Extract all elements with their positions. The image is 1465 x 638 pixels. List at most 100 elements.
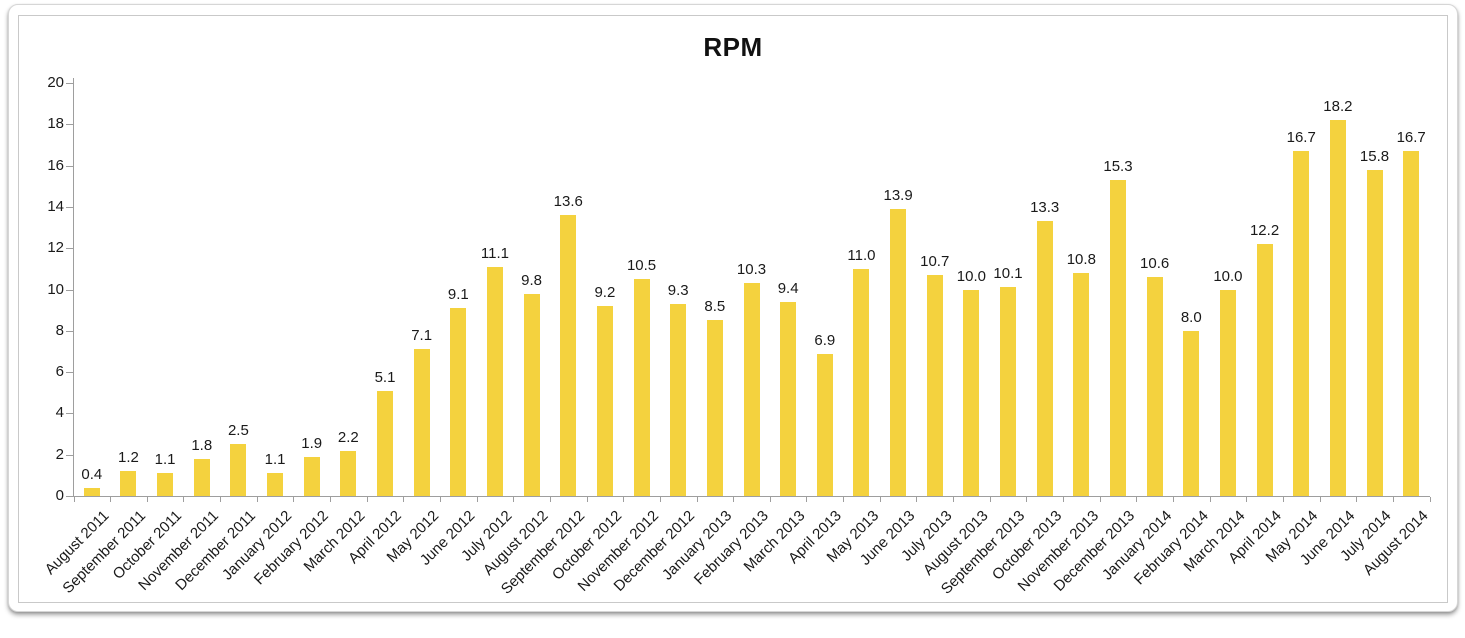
bar-value-label: 9.2	[594, 284, 616, 302]
x-axis-tick	[146, 497, 148, 502]
y-axis-tick	[66, 124, 74, 126]
bar	[890, 208, 907, 496]
x-axis-tick	[220, 497, 222, 502]
x-axis-tick	[476, 497, 478, 502]
x-axis-tick	[843, 497, 845, 502]
x-axis-tick	[1356, 497, 1358, 502]
bar	[413, 349, 430, 496]
y-axis-tick-label: 12	[47, 239, 64, 257]
x-axis-tick	[1172, 497, 1174, 502]
bar-value-label: 10.0	[956, 267, 986, 285]
x-axis-tick	[403, 497, 405, 502]
y-axis-tick	[66, 289, 74, 291]
bar	[303, 456, 320, 496]
bar	[230, 444, 247, 496]
bar-value-label: 11.0	[847, 246, 876, 264]
bar-value-label: 8.0	[1180, 308, 1202, 326]
y-axis-tick-label: 8	[55, 321, 64, 339]
bar	[560, 215, 577, 496]
bar-value-label: 13.6	[553, 193, 583, 211]
x-axis-tick	[1429, 497, 1431, 502]
x-axis-tick	[953, 497, 955, 502]
bar	[1036, 221, 1053, 496]
bar	[83, 487, 100, 496]
bar	[670, 303, 687, 496]
bar	[1403, 151, 1420, 496]
bar-value-label: 1.1	[264, 451, 286, 469]
bar-value-label: 9.4	[777, 279, 799, 297]
x-axis-tick	[1282, 497, 1284, 502]
y-axis-tick-label: 10	[47, 280, 64, 298]
bar	[193, 458, 210, 496]
x-axis-tick	[879, 497, 881, 502]
y-axis-line	[73, 78, 74, 496]
y-axis-tick-label: 4	[55, 404, 64, 422]
y-axis-tick	[66, 413, 74, 415]
x-axis-tick	[916, 497, 918, 502]
bar-value-label: 10.1	[993, 265, 1023, 283]
x-axis-line	[73, 496, 1430, 497]
bar-value-label: 15.8	[1359, 147, 1390, 165]
bar	[633, 279, 650, 496]
chart-card: RPM 0 2 4 6 8 10 12 14 16 18 20 0.4 August 2011 1.2 Se…	[8, 4, 1458, 612]
x-axis-tick	[1026, 497, 1028, 502]
y-axis-tick-label: 20	[47, 74, 64, 91]
x-axis-tick	[623, 497, 625, 502]
x-axis-tick	[439, 497, 441, 502]
bar-value-label: 10.0	[1213, 267, 1243, 285]
x-axis-tick	[183, 497, 185, 502]
bar-value-label: 5.1	[374, 368, 396, 386]
y-axis-tick	[66, 83, 74, 84]
bar	[377, 390, 393, 496]
bar-value-label: 13.3	[1030, 199, 1060, 217]
bar	[450, 308, 467, 496]
x-axis-tick	[696, 497, 698, 502]
x-axis-tick	[1319, 497, 1321, 502]
bar	[120, 471, 137, 496]
bar-value-label: 13.9	[883, 186, 913, 204]
x-axis-tick	[989, 497, 991, 502]
x-axis-tick	[110, 497, 112, 502]
bar	[816, 353, 833, 496]
bar	[157, 473, 174, 496]
bar-value-label: 2.5	[227, 422, 249, 440]
x-axis-tick	[549, 497, 551, 502]
x-axis-tick	[1392, 497, 1394, 502]
bar-value-label: 7.1	[411, 327, 433, 345]
y-axis-tick	[66, 206, 74, 208]
x-axis-tick	[513, 497, 515, 502]
x-axis-tick	[806, 497, 808, 502]
bar-value-label: 2.2	[337, 428, 359, 446]
y-axis-tick	[66, 372, 74, 374]
x-axis-tick	[73, 497, 75, 502]
bar	[963, 289, 980, 496]
x-axis-tick	[1246, 497, 1248, 502]
bar-value-label: 16.7	[1396, 129, 1426, 147]
bar-value-label: 10.3	[736, 261, 767, 279]
bar	[486, 266, 503, 496]
bar-value-label: 15.3	[1103, 158, 1133, 176]
bar-value-label: 10.6	[1140, 255, 1170, 273]
x-axis-tick	[1063, 497, 1064, 502]
bar	[1293, 151, 1310, 496]
bar	[706, 320, 723, 496]
bar	[1146, 277, 1163, 496]
bar-value-label: 1.2	[118, 449, 139, 467]
chart-title: RPM	[703, 32, 763, 62]
y-axis-tick	[66, 248, 74, 250]
bar-value-label: 18.2	[1323, 98, 1353, 116]
bar	[340, 450, 357, 496]
x-axis-tick	[586, 497, 588, 502]
bar-value-label: 16.7	[1286, 129, 1316, 147]
y-axis-tick-label: 14	[47, 197, 64, 215]
bar	[780, 301, 797, 496]
bar-value-label: 0.4	[81, 465, 103, 483]
bar	[1000, 287, 1017, 496]
y-axis-tick-label: 2	[55, 445, 64, 463]
x-axis-tick	[733, 497, 735, 502]
bar-value-label: 11.1	[480, 244, 509, 262]
bar-value-label: 1.1	[154, 451, 176, 469]
y-axis-tick	[66, 330, 74, 332]
x-axis-tick	[256, 497, 258, 502]
bar	[1366, 169, 1383, 496]
